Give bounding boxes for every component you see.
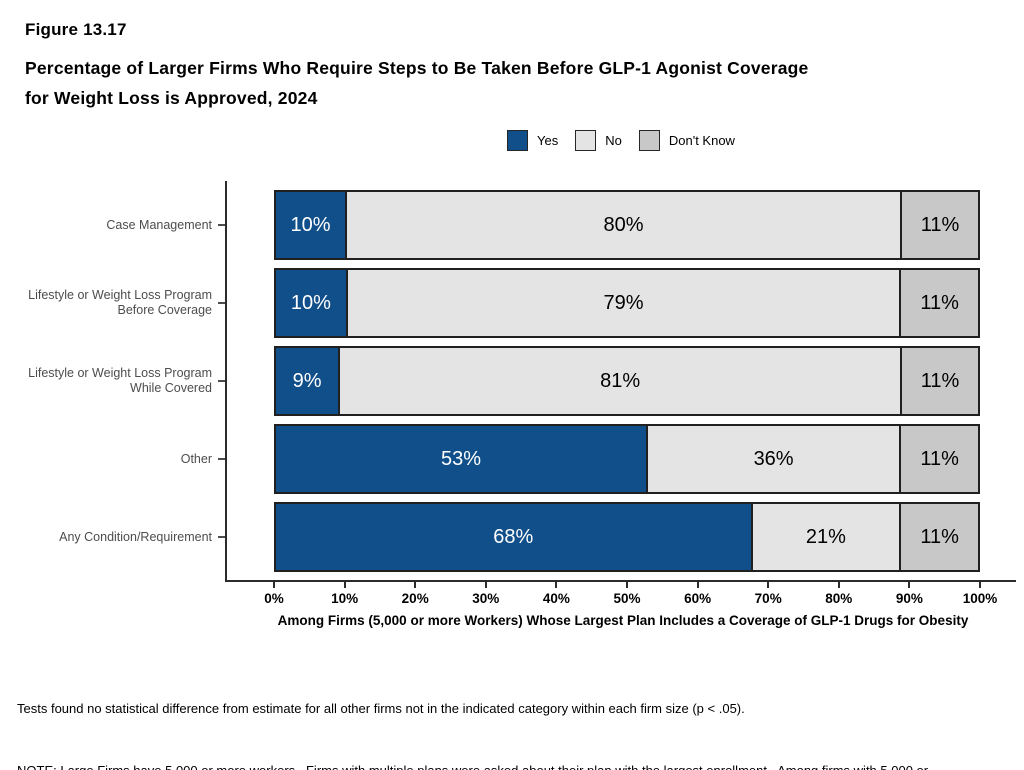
x-tick-label: 10% bbox=[331, 591, 359, 606]
x-tick-label: 50% bbox=[613, 591, 641, 606]
y-axis-line bbox=[225, 181, 227, 582]
x-tick-mark bbox=[696, 582, 699, 588]
bar-row-lifestyle-or-weight-loss-program-while-covered: Lifestyle or Weight Loss Program While Co… bbox=[0, 346, 980, 416]
methodology-note: NOTE: Large Firms have 5,000 or more wor… bbox=[17, 762, 929, 770]
bar-rows: Case Management 10% 80% 11% Lifestyle or Wei… bbox=[0, 190, 980, 572]
legend: Yes No Don't Know bbox=[226, 130, 1016, 151]
segment-yes: 10% bbox=[274, 190, 348, 260]
stacked-bar: 10% 79% 11% bbox=[274, 268, 980, 338]
x-tick-label: 30% bbox=[472, 591, 500, 606]
stacked-bar: 53% 36% 11% bbox=[274, 424, 980, 494]
x-tick-mark bbox=[414, 582, 417, 588]
x-tick-mark bbox=[484, 582, 487, 588]
x-tick-label: 60% bbox=[684, 591, 712, 606]
x-tick-label: 70% bbox=[754, 591, 782, 606]
x-axis-line bbox=[225, 580, 1016, 582]
stacked-bar: 68% 21% 11% bbox=[274, 502, 980, 572]
x-tick-mark bbox=[343, 582, 346, 588]
figure-header: Figure 13.17 Percentage of Larger Firms … bbox=[0, 0, 1024, 113]
segment-don-t-know: 11% bbox=[901, 502, 980, 572]
x-axis-title: Among Firms (5,000 or more Workers) Whos… bbox=[277, 613, 969, 628]
x-tick-mark bbox=[979, 582, 981, 588]
x-tick-mark bbox=[555, 582, 558, 588]
legend-swatch-no bbox=[575, 130, 597, 151]
x-tick-mark bbox=[837, 582, 840, 588]
bar-row-any-condition-requirement: Any Condition/Requirement 68% 21% 11% bbox=[0, 502, 980, 572]
segment-don-t-know: 11% bbox=[901, 346, 980, 416]
segment-yes: 68% bbox=[274, 502, 753, 572]
stacked-bar: 9% 81% 11% bbox=[274, 346, 980, 416]
segment-no: 81% bbox=[340, 346, 902, 416]
x-tick-mark bbox=[767, 582, 770, 588]
segment-no: 36% bbox=[647, 424, 902, 494]
segment-no: 80% bbox=[347, 190, 902, 260]
legend-swatch-don-t-know bbox=[638, 130, 660, 151]
stat-note: Tests found no statistical difference fr… bbox=[17, 701, 745, 716]
chart-title-line2: for Weight Loss is Approved, 2024 bbox=[25, 88, 318, 108]
legend-label: No bbox=[605, 133, 622, 148]
x-tick-label: 90% bbox=[895, 591, 923, 606]
stacked-bar: 10% 80% 11% bbox=[274, 190, 980, 260]
legend-item-yes: Yes bbox=[507, 130, 558, 151]
footnotes: Tests found no statistical difference fr… bbox=[0, 633, 959, 770]
segment-yes: 53% bbox=[274, 424, 648, 494]
legend-item-don-t-know: Don't Know bbox=[638, 130, 735, 151]
segment-no: 79% bbox=[347, 268, 902, 338]
figure-number: Figure 13.17 bbox=[25, 20, 127, 39]
bar-row-lifestyle-or-weight-loss-program-before-coverage: Lifestyle or Weight Loss Program Before C… bbox=[0, 268, 980, 338]
legend-label: Yes bbox=[537, 133, 559, 148]
y-tick-mark bbox=[218, 458, 225, 460]
y-tick-mark bbox=[218, 302, 225, 304]
category-label: Any Condition/Requirement bbox=[59, 529, 212, 544]
segment-yes: 10% bbox=[274, 268, 348, 338]
x-tick-label: 0% bbox=[264, 591, 284, 606]
legend-swatch-yes bbox=[507, 130, 529, 151]
y-tick-mark bbox=[218, 224, 225, 226]
x-tick-label: 80% bbox=[825, 591, 853, 606]
chart-title-line1: Percentage of Larger Firms Who Require S… bbox=[25, 58, 809, 78]
x-tick-label: 40% bbox=[542, 591, 570, 606]
x-tick-mark bbox=[626, 582, 628, 588]
category-label: Lifestyle or Weight Loss Program While Co… bbox=[28, 366, 212, 395]
segment-don-t-know: 11% bbox=[901, 424, 980, 494]
category-label: Lifestyle or Weight Loss Program Before C… bbox=[28, 288, 212, 317]
legend-item-no: No bbox=[575, 130, 622, 151]
category-label: Case Management bbox=[106, 217, 212, 232]
category-label: Other bbox=[180, 451, 212, 466]
segment-yes: 9% bbox=[274, 346, 341, 416]
legend-label: Don't Know bbox=[668, 133, 735, 148]
x-tick-label: 20% bbox=[401, 591, 429, 606]
y-tick-mark bbox=[218, 536, 225, 538]
bar-row-case-management: Case Management 10% 80% 11% bbox=[0, 190, 980, 260]
x-tick-mark bbox=[908, 582, 911, 588]
bar-row-other: Other 53% 36% 11% bbox=[0, 424, 980, 494]
x-tick-label: 100% bbox=[962, 591, 998, 606]
segment-no: 21% bbox=[752, 502, 902, 572]
segment-don-t-know: 11% bbox=[901, 190, 980, 260]
stacked-bar-chart: Case Management 10% 80% 11% Lifestyle or Wei… bbox=[0, 181, 1024, 633]
segment-don-t-know: 11% bbox=[901, 268, 980, 338]
x-tick-mark bbox=[273, 582, 275, 588]
y-tick-mark bbox=[218, 380, 225, 382]
